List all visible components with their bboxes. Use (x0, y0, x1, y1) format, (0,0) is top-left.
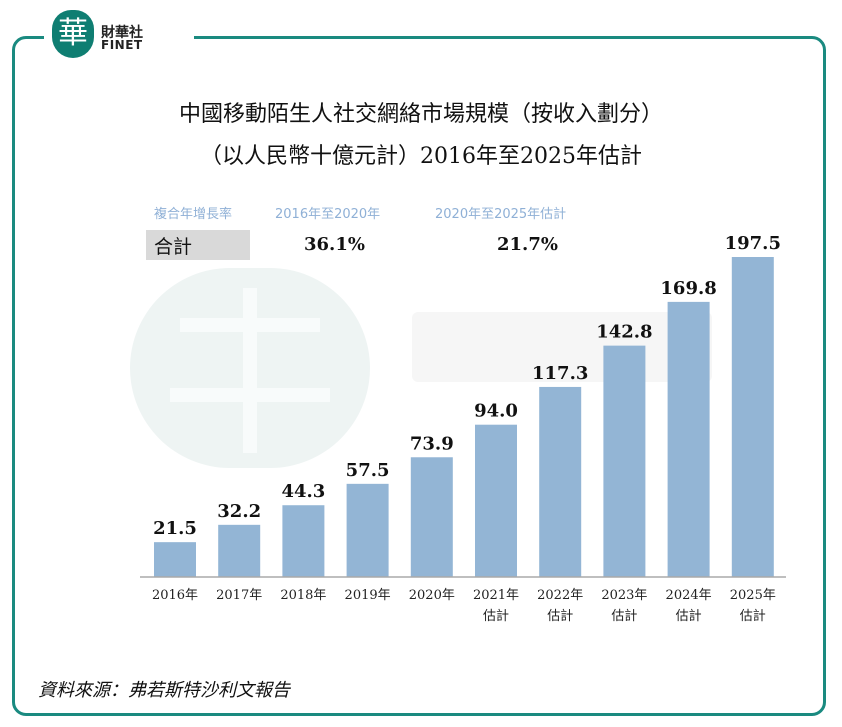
bar (346, 483, 389, 577)
bar (667, 301, 710, 577)
cagr-value1: 36.1% (304, 234, 365, 255)
data-label: 21.5 (153, 518, 197, 539)
x-tick-label: 2023年 (601, 588, 647, 603)
cagr-header: 複合年增長率 (154, 207, 233, 222)
bar (603, 345, 646, 577)
cagr-row-label-box (146, 230, 250, 260)
bar (282, 505, 325, 577)
data-label: 32.2 (217, 501, 261, 522)
data-label: 117.3 (532, 363, 588, 384)
bar (731, 257, 774, 577)
x-tick-label: 2018年 (280, 588, 326, 603)
cagr-row-label: 合計 (154, 236, 193, 258)
x-tick-label: 2022年 (537, 588, 583, 603)
x-tick-label: 估計 (740, 608, 766, 624)
data-label: 94.0 (474, 401, 518, 422)
chart-subtitle: （以人民幣十億元計）2016年至2025年估計 (200, 144, 642, 169)
x-tick-label: 估計 (483, 608, 509, 624)
cagr-value2: 21.7% (497, 234, 558, 255)
data-label: 169.8 (660, 278, 716, 299)
x-tick-label: 估計 (547, 608, 573, 624)
watermark-stroke (170, 388, 330, 402)
bar (154, 542, 196, 577)
source-note: 資料來源：弗若斯特沙利文報告 (38, 680, 290, 701)
x-tick-label: 估計 (611, 608, 637, 624)
finet-logo-icon: 華 (52, 10, 94, 58)
x-tick-label: 2017年 (216, 588, 262, 603)
x-tick-label: 2019年 (345, 588, 391, 603)
cagr-period1: 2016年至2020年 (275, 207, 381, 222)
bar (539, 386, 582, 577)
chart-frame (12, 36, 826, 716)
logo-name-cn: 財華社 (101, 25, 143, 41)
x-tick-label: 2025年 (730, 588, 776, 603)
bar (475, 424, 517, 577)
x-tick-label: 估計 (676, 608, 702, 624)
bar (410, 457, 453, 577)
data-label: 57.5 (346, 460, 390, 481)
data-label: 44.3 (281, 481, 325, 502)
watermark-stroke (243, 288, 257, 453)
chart-title: 中國移動陌生人社交網絡市場規模（按收入劃分） (178, 102, 663, 127)
watermark-logo-icon (130, 268, 370, 468)
data-label: 73.9 (410, 433, 454, 454)
cagr-period2: 2020年至2025年估計 (435, 207, 567, 222)
logo-name-en: FINET (101, 38, 143, 52)
x-tick-label: 2021年 (473, 588, 519, 603)
x-tick-label: 2024年 (666, 588, 712, 603)
x-tick-label: 2020年 (409, 588, 455, 603)
watermark-text-shape (412, 312, 712, 382)
data-label: 142.8 (596, 322, 652, 343)
x-tick-label: 2016年 (152, 588, 198, 603)
bar (218, 524, 261, 577)
data-label: 197.5 (725, 233, 781, 254)
